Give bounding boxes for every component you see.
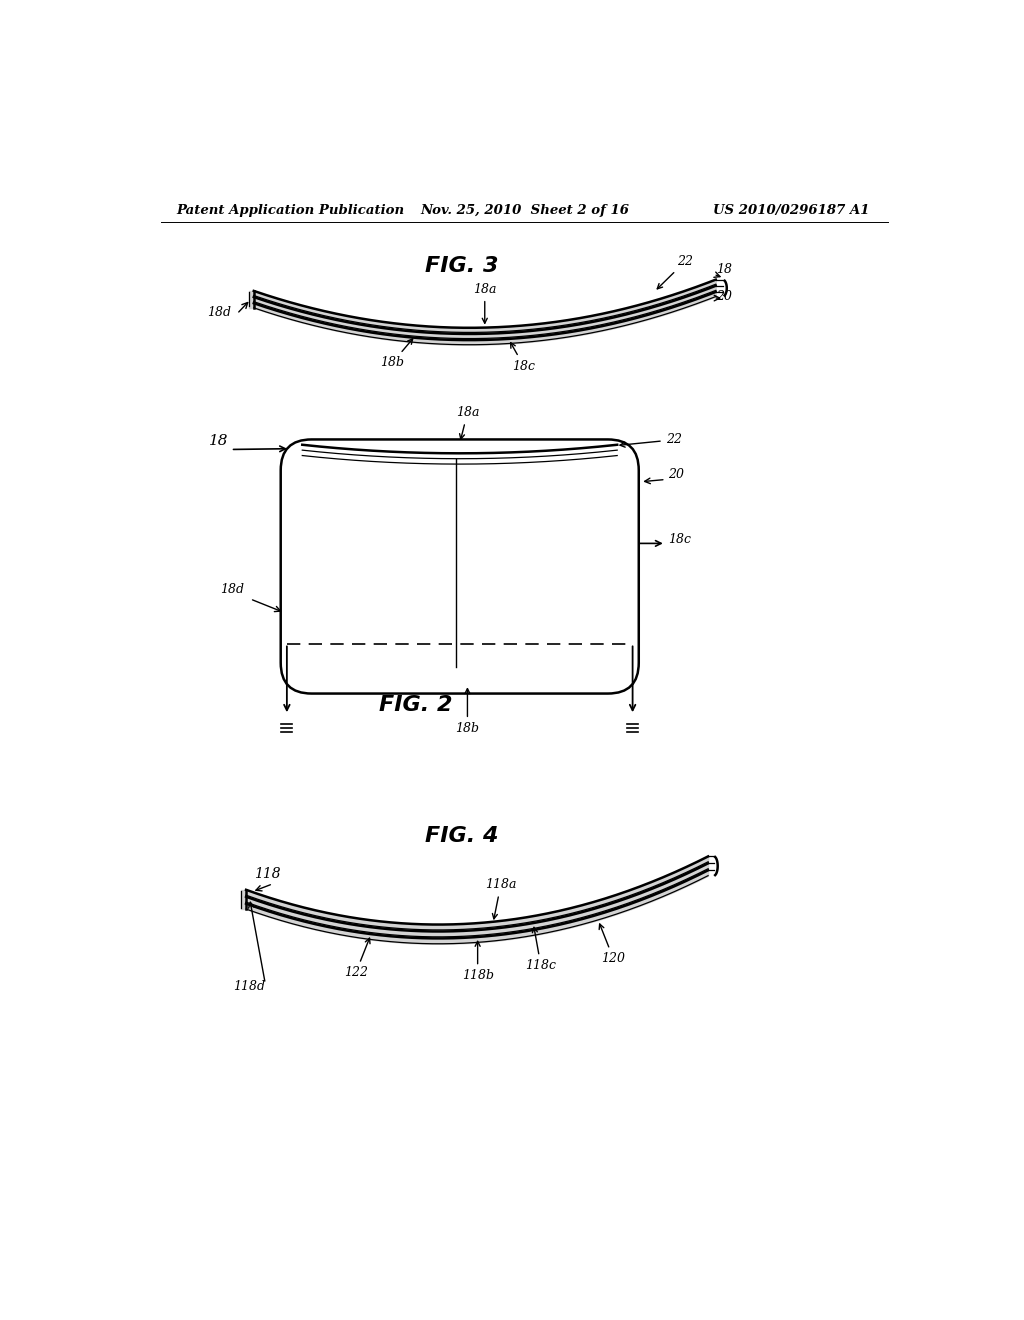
Text: 20: 20 [716, 289, 732, 302]
Text: FIG. 4: FIG. 4 [425, 826, 499, 846]
Text: 18: 18 [209, 434, 228, 447]
Text: 118: 118 [254, 867, 281, 882]
Text: Nov. 25, 2010  Sheet 2 of 16: Nov. 25, 2010 Sheet 2 of 16 [420, 205, 630, 218]
Text: FIG. 3: FIG. 3 [425, 256, 499, 276]
Text: 118d: 118d [233, 979, 265, 993]
Text: 18c: 18c [668, 533, 691, 546]
FancyBboxPatch shape [281, 440, 639, 693]
Text: 122: 122 [344, 939, 370, 979]
Text: 118a: 118a [485, 879, 516, 919]
Text: US 2010/0296187 A1: US 2010/0296187 A1 [714, 205, 869, 218]
Text: 22: 22 [620, 433, 682, 447]
Text: 22: 22 [657, 255, 693, 289]
Text: 18a: 18a [456, 407, 479, 440]
Text: 18d: 18d [207, 305, 230, 318]
Text: 18b: 18b [380, 339, 413, 370]
Text: 120: 120 [599, 924, 626, 965]
Text: 20: 20 [668, 469, 684, 480]
Text: 118c: 118c [525, 928, 556, 973]
Text: 118b: 118b [462, 941, 494, 982]
Text: 18c: 18c [511, 343, 536, 372]
Text: 18b: 18b [456, 689, 479, 735]
Text: FIG. 2: FIG. 2 [379, 696, 453, 715]
Text: 18d: 18d [220, 583, 245, 597]
Text: 18: 18 [716, 263, 732, 276]
Text: Patent Application Publication: Patent Application Publication [177, 205, 404, 218]
Text: 18a: 18a [473, 282, 497, 323]
